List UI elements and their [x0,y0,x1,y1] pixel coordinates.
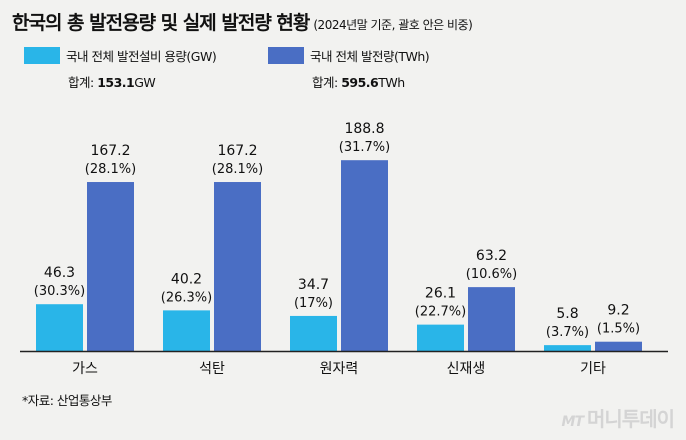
title-text: 한국의 총 발전용량 및 실제 발전량 현황 [12,12,310,34]
category-label-3: 신재생 [447,361,486,377]
share-label-capacity-0: (30.3%) [34,284,85,299]
bar-generation-0 [87,182,134,351]
total-unit-generation: TWh [378,75,405,90]
data-label-generation-4: 9.2 [607,303,629,319]
legend-item-capacity: 국내 전체 발전설비 용량(GW) [24,46,217,65]
share-label-generation-4: (1.5%) [597,322,640,337]
share-label-generation-1: (28.1%) [212,162,263,177]
total-value-capacity: 153.1 [97,75,135,90]
bar-capacity-2 [290,315,337,351]
total-label-capacity: 합계: [68,75,94,90]
share-label-generation-3: (10.6%) [466,267,517,282]
bar-capacity-0 [36,304,83,351]
data-label-capacity-1: 40.2 [171,271,202,287]
share-label-generation-0: (28.1%) [85,162,136,177]
share-label-generation-2: (31.7%) [339,140,390,155]
data-label-capacity-0: 46.3 [44,265,75,281]
bar-generation-3 [468,287,515,351]
share-label-capacity-1: (26.3%) [161,290,212,305]
subtitle-text: (2024년말 기준, 괄호 안은 비중) [313,18,473,32]
bar-generation-4 [595,341,642,351]
data-label-capacity-2: 34.7 [298,277,329,293]
bar-generation-2 [341,160,388,351]
legend-label-generation: 국내 전체 발전량(TWh) [310,49,430,64]
watermark: MT 머니투데이 [561,403,675,432]
data-label-generation-3: 63.2 [476,248,507,264]
legend-total-capacity: 합계: 153.1GW [68,72,156,91]
share-label-capacity-2: (17%) [294,296,333,311]
total-unit-capacity: GW [134,75,156,90]
source-note: *자료: 산업통상부 [22,393,112,408]
data-label-capacity-3: 26.1 [425,286,456,302]
bar-generation-1 [214,182,261,351]
legend-swatch-capacity [24,47,60,64]
data-label-generation-2: 188.8 [344,121,384,137]
watermark-text: 머니투데이 [587,407,675,431]
bar-capacity-4 [544,345,591,351]
chart-title: 한국의 총 발전용량 및 실제 발전량 현황 (2024년말 기준, 괄호 안은 … [12,8,473,35]
data-label-generation-1: 167.2 [217,143,257,159]
total-value-generation: 595.6 [341,75,379,90]
data-label-generation-0: 167.2 [90,143,130,159]
bar-capacity-3 [417,324,464,351]
bar-capacity-1 [163,310,210,351]
legend-label-capacity: 국내 전체 발전설비 용량(GW) [66,49,217,64]
category-label-1: 석탄 [199,361,225,377]
legend-item-generation: 국내 전체 발전량(TWh) [268,46,430,65]
data-label-capacity-4: 5.8 [556,306,578,322]
total-label-generation: 합계: [312,75,338,90]
category-label-0: 가스 [72,361,98,377]
watermark-logo: MT [561,414,585,430]
share-label-capacity-3: (22.7%) [415,305,466,320]
share-label-capacity-4: (3.7%) [546,325,589,340]
legend-total-generation: 합계: 595.6TWh [312,72,405,91]
legend-swatch-generation [268,47,304,64]
category-label-4: 기타 [580,361,606,377]
category-label-2: 원자력 [320,361,359,377]
